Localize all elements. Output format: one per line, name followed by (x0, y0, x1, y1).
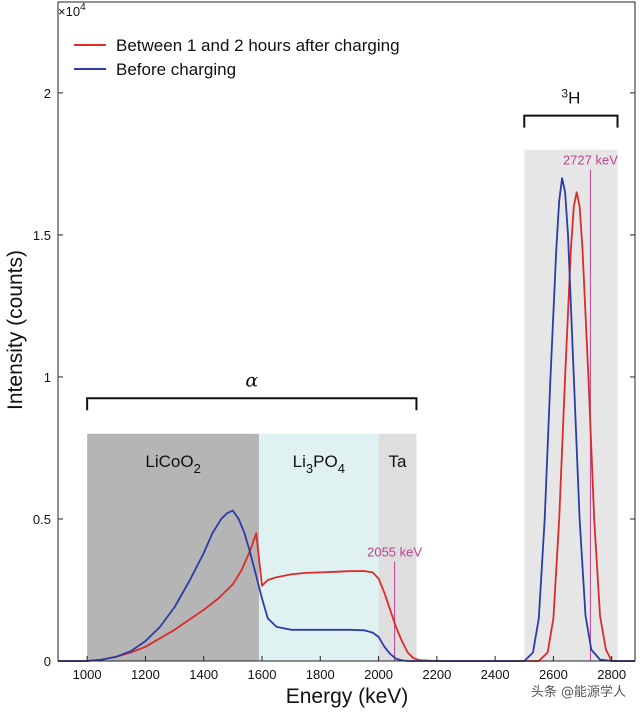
bracket-label-0: α (245, 369, 258, 391)
legend: Between 1 and 2 hours after charging Bef… (74, 36, 400, 79)
x-tick-label-5: 2000 (364, 667, 393, 682)
shaded-regions: LiCoO2 Li3PO4 Ta (87, 149, 618, 661)
x-tick-label-0: 1000 (73, 667, 102, 682)
x-tick-label-8: 2600 (539, 667, 568, 682)
series-lines (58, 177, 635, 662)
legend-label-before-charging: Before charging (116, 60, 236, 79)
y-axis-ticks: 0 0.5 1 1.5 2 (33, 86, 635, 669)
marker-label-1: 2727 keV (563, 153, 618, 168)
y-tick-label-3: 1.5 (33, 228, 51, 243)
x-tick-label-7: 2400 (481, 667, 510, 682)
series-line-0 (58, 191, 635, 662)
y-axis-title: Intensity (counts) (4, 250, 27, 410)
x-tick-label-6: 2200 (422, 667, 451, 682)
x-axis-ticks: 1000 1200 1400 1600 1800 2000 2200 2400 2600 2800 (73, 656, 626, 682)
plot-frame (57, 1, 636, 662)
y-tick-label-4: 2 (44, 86, 51, 101)
region-2 (378, 433, 417, 661)
watermark: 头条 @能源学人 (531, 684, 626, 700)
marker-label-0: 2055 keV (367, 545, 422, 560)
y-tick-label-2: 1 (44, 370, 51, 385)
x-tick-label-3: 1600 (248, 667, 277, 682)
x-axis-title: Energy (keV) (286, 685, 409, 708)
y-tick-label-0: 0 (44, 654, 51, 669)
region-label-0: LiCoO2 (145, 452, 200, 476)
x-tick-label-9: 2800 (597, 667, 626, 682)
bracket-0 (86, 397, 418, 411)
x-tick-label-1: 1200 (131, 667, 160, 682)
y-tick-label-1: 0.5 (33, 512, 51, 527)
region-label-1: Li3PO4 (293, 452, 345, 476)
region-label-2: Ta (389, 452, 408, 471)
brackets: α 3H (86, 87, 619, 411)
y-multiplier: ×104 (58, 2, 86, 19)
x-tick-label-4: 1800 (306, 667, 335, 682)
legend-label-after-charging: Between 1 and 2 hours after charging (116, 36, 400, 55)
region-0 (87, 433, 260, 661)
x-tick-label-2: 1400 (189, 667, 218, 682)
region-1 (259, 433, 379, 661)
region-3 (524, 149, 618, 661)
bracket-label-1: 3H (561, 87, 580, 108)
series-line-1 (58, 177, 635, 662)
bracket-1 (523, 114, 619, 128)
